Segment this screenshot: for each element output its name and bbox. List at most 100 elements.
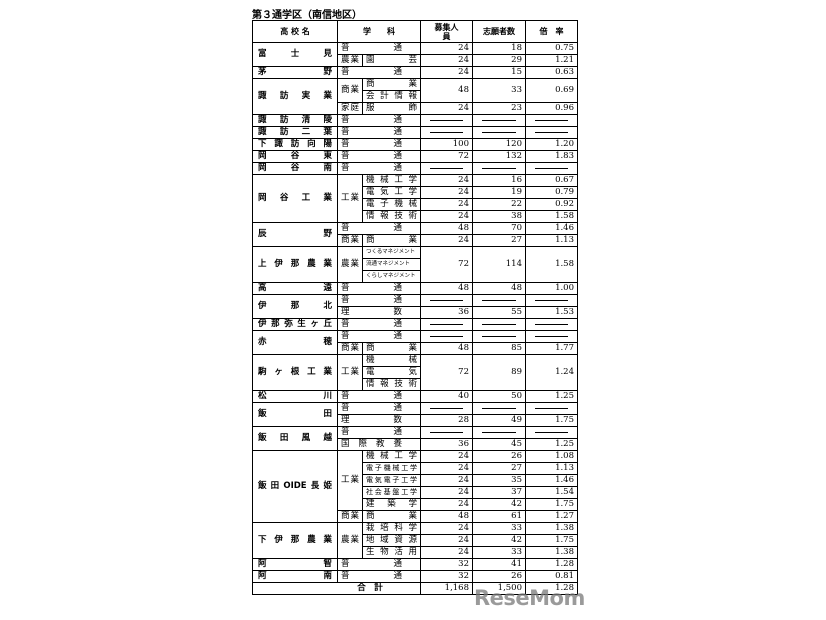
applicants-cell: 27 — [472, 462, 526, 475]
applicants-cell: 33 — [472, 522, 526, 535]
school-name: 赤穂 — [252, 330, 338, 355]
dash-cell — [420, 426, 473, 439]
table-row: 生物活用 24 33 1.38 — [253, 546, 578, 559]
applicants-cell: 22 — [472, 198, 526, 211]
school-name: 茅野 — [252, 66, 338, 79]
school-name: 飯田 — [252, 402, 338, 427]
applicants-cell: 120 — [472, 138, 526, 151]
table-row: 農業 園芸 24 29 1.21 — [253, 54, 578, 67]
recruit-cell: 1,168 — [420, 582, 473, 595]
table-row: 国際教養 36 45 1.25 — [253, 438, 578, 451]
school-name: 高遠 — [252, 282, 338, 295]
table: 高 校 名 学 科 募集人員 志願者数 倍 率 富士見 普通 24 18 0.75 農業園… — [252, 20, 578, 595]
table-row: 伊那弥生ヶ丘 普通 — [252, 318, 578, 331]
recruit-cell: 48 — [420, 282, 473, 295]
recruit-cell: 48 — [420, 342, 473, 355]
recruit-cell: 24 — [420, 474, 473, 487]
applicants-cell: 48 — [472, 282, 526, 295]
school-name: 諏訪二葉 — [252, 126, 338, 139]
applicants-cell: 49 — [472, 414, 526, 427]
header-course: 学 科 — [337, 20, 421, 43]
dash-cell — [420, 318, 473, 331]
division: 普通 — [337, 402, 421, 415]
department: 電気電子工学 — [362, 474, 421, 487]
applicants-cell: 23 — [472, 102, 526, 115]
ratio-cell: 1.75 — [525, 498, 578, 511]
ratio-cell: 0.63 — [525, 66, 578, 79]
division: 普通 — [337, 150, 421, 163]
table-row: 富士見 普通 24 18 0.75 — [252, 42, 578, 67]
recruit-cell: 24 — [420, 450, 473, 463]
applicants-cell: 37 — [472, 486, 526, 499]
dash-cell — [472, 294, 526, 307]
school-name: 松川 — [252, 390, 338, 403]
ratio-cell: 0.81 — [525, 570, 578, 583]
watermark: ReseMom — [474, 586, 585, 610]
recruit-cell: 32 — [420, 558, 473, 571]
division: 商業 — [337, 78, 363, 103]
table-row: 下諏訪向陽 普通 100 120 1.20 — [252, 138, 578, 151]
ratio-cell: 0.67 — [525, 174, 578, 187]
recruit-cell: 24 — [420, 42, 473, 55]
table-row: 諏訪実業 商業 商業 48 33 0.69 — [252, 78, 578, 115]
applicants-cell: 70 — [472, 222, 526, 235]
division: 普通 — [337, 162, 421, 175]
ratio-cell: 1.13 — [525, 462, 578, 475]
recruit-cell: 24 — [420, 174, 473, 187]
ratio-cell: 1.28 — [525, 558, 578, 571]
department: 商業 — [362, 78, 421, 91]
school-name: 岡谷東 — [252, 150, 338, 163]
school-name: 伊那弥生ヶ丘 — [252, 318, 338, 331]
applicants-cell: 41 — [472, 558, 526, 571]
school-name: 富士見 — [252, 42, 338, 67]
school-name: 岡谷工業 — [252, 174, 338, 223]
applicants-cell: 19 — [472, 186, 526, 199]
applicants-cell: 132 — [472, 150, 526, 163]
table-row: 飯田 普通 — [252, 402, 578, 427]
table-row: 電子機械 24 22 0.92 — [253, 198, 578, 211]
division: 普通 — [337, 330, 421, 343]
dash — [481, 432, 517, 433]
table-row: 諏訪二葉 普通 — [252, 126, 578, 139]
table-row: 家庭 服飾 24 23 0.96 — [253, 102, 578, 115]
dash — [534, 324, 569, 325]
ratio-cell: 1.77 — [525, 342, 578, 355]
dash-cell — [525, 294, 578, 307]
ratio-cell: 1.20 — [525, 138, 578, 151]
table-row: 岡谷東 普通 72 132 1.83 — [252, 150, 578, 163]
division: 普通 — [337, 138, 421, 151]
recruit-cell: 24 — [420, 486, 473, 499]
ratio-cell: 0.79 — [525, 186, 578, 199]
department: 機械工学 — [362, 450, 421, 463]
department: 建築学 — [362, 498, 421, 511]
applicants-cell: 16 — [472, 174, 526, 187]
school-name: 諏訪清陵 — [252, 114, 338, 127]
school-name: 阿智 — [252, 558, 338, 571]
dash-cell — [472, 114, 526, 127]
division: 工業 — [337, 354, 363, 391]
recruit-cell: 48 — [420, 222, 473, 235]
dash-cell — [472, 330, 526, 343]
dash-cell — [525, 318, 578, 331]
applicants-cell: 15 — [472, 66, 526, 79]
table-row: 諏訪清陵 普通 — [252, 114, 578, 127]
dash-cell — [420, 162, 473, 175]
dash — [481, 408, 517, 409]
division: 普通 — [337, 66, 421, 79]
dash — [534, 432, 569, 433]
department: 会計情報 — [362, 90, 421, 103]
recruit-cell: 72 — [420, 246, 473, 283]
recruit-cell: 72 — [420, 354, 473, 391]
ratio-cell: 1.08 — [525, 450, 578, 463]
recruit-cell: 24 — [420, 498, 473, 511]
applicants-cell: 33 — [472, 78, 526, 103]
department: くらしマネジメント — [362, 270, 421, 283]
table-row: 下伊那農業 農業 栽培科学 24 33 1.38 — [252, 522, 578, 559]
department: 電気 — [362, 366, 421, 379]
applicants-cell: 33 — [472, 546, 526, 559]
header-row: 高 校 名 学 科 募集人員 志願者数 倍 率 — [252, 20, 578, 43]
division: 普通 — [337, 390, 421, 403]
dash — [429, 324, 464, 325]
division: 普通 — [337, 282, 421, 295]
division: 家庭 — [337, 102, 363, 115]
